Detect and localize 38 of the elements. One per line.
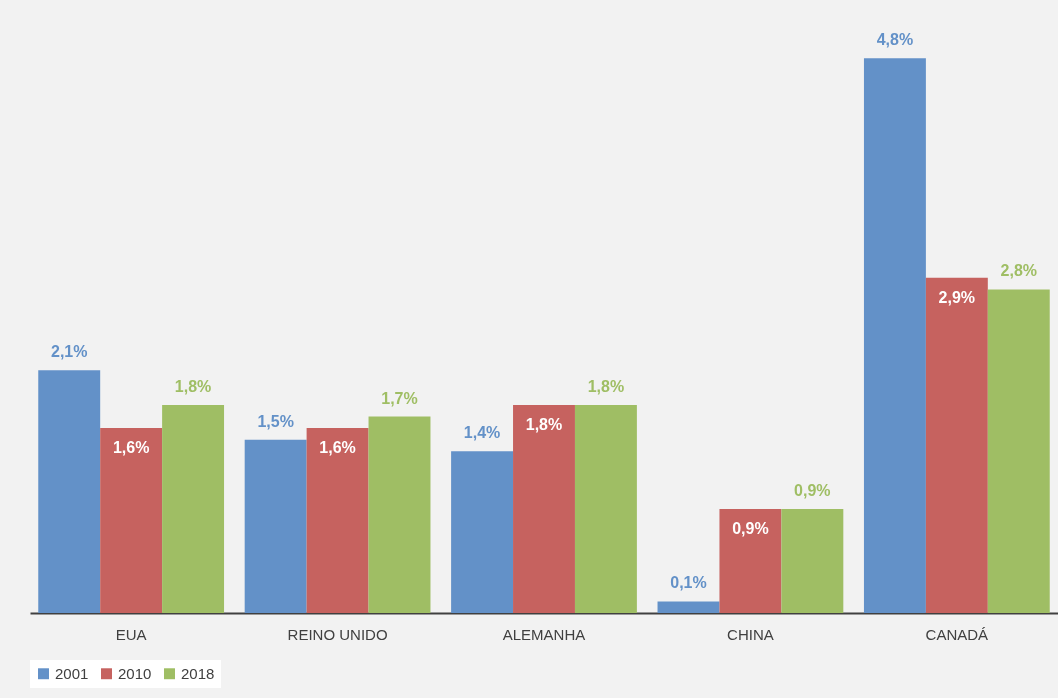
bar bbox=[781, 508, 844, 613]
x-tick-label: ALEMANHA bbox=[502, 625, 586, 643]
data-label: 1,8% bbox=[525, 415, 563, 433]
data-label: 1,4% bbox=[463, 424, 501, 442]
bar bbox=[719, 508, 782, 613]
legend-label: 2018 bbox=[181, 664, 215, 682]
data-label: 1,6% bbox=[112, 439, 150, 457]
bar bbox=[657, 601, 720, 613]
bar bbox=[574, 404, 637, 613]
data-label: 0,1% bbox=[670, 574, 707, 592]
data-label: 2,1% bbox=[50, 343, 88, 361]
x-tick-label: CANADÁ bbox=[925, 625, 989, 643]
data-label: 0,9% bbox=[732, 519, 769, 537]
data-label: 1,8% bbox=[174, 377, 212, 395]
bar bbox=[38, 370, 101, 613]
bar bbox=[244, 439, 307, 613]
bar bbox=[925, 277, 988, 613]
data-label: 2,8% bbox=[1000, 262, 1038, 280]
bar bbox=[100, 428, 163, 613]
data-label: 1,7% bbox=[381, 389, 418, 407]
bar bbox=[306, 428, 369, 613]
data-label: 1,6% bbox=[319, 439, 356, 457]
x-tick-label: EUA bbox=[115, 625, 147, 643]
x-tick-label: REINO UNIDO bbox=[287, 625, 388, 643]
bar bbox=[368, 416, 431, 613]
data-label: 2,9% bbox=[938, 288, 976, 306]
bar bbox=[987, 289, 1050, 613]
bar bbox=[513, 404, 575, 613]
legend-label: 2010 bbox=[118, 664, 152, 682]
bar bbox=[162, 404, 225, 613]
data-label: 0,9% bbox=[794, 481, 831, 499]
legend-label: 2001 bbox=[55, 664, 89, 682]
data-label: 4,8% bbox=[876, 31, 914, 49]
data-label: 1,5% bbox=[257, 412, 294, 430]
bar bbox=[863, 58, 926, 613]
x-tick-label: CHINA bbox=[727, 625, 774, 643]
data-label: 1,8% bbox=[587, 377, 625, 395]
bar bbox=[451, 451, 514, 613]
